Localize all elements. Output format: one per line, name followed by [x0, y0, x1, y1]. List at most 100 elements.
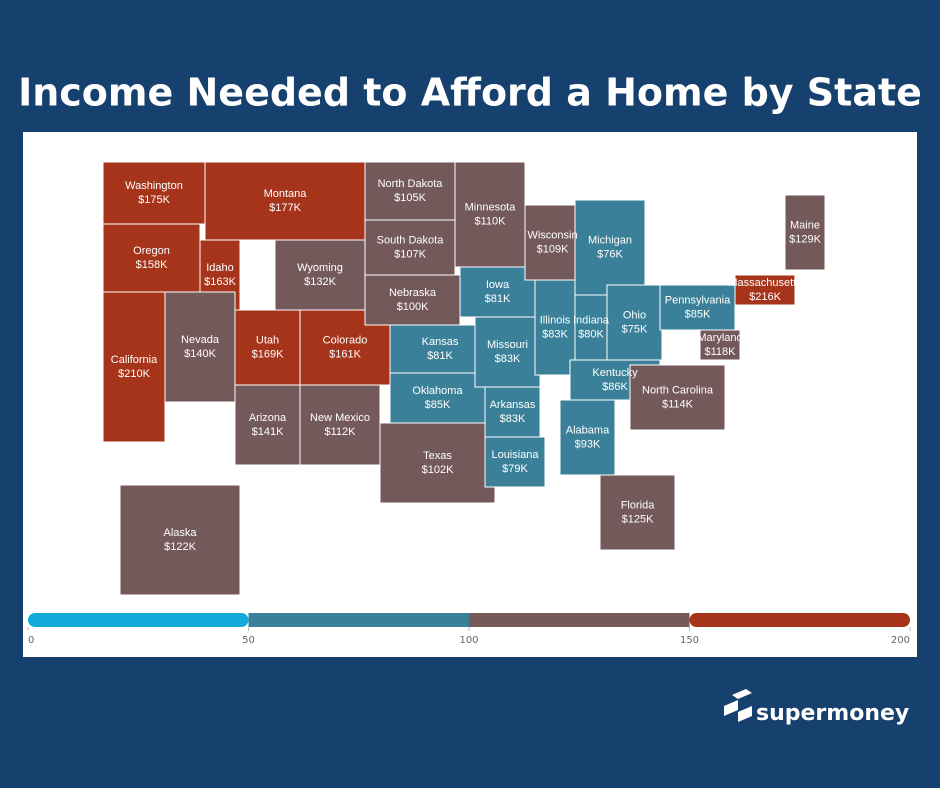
state-name: California: [111, 354, 158, 366]
state-value: $76K: [597, 248, 623, 260]
logo-icon: [724, 689, 752, 722]
state: [364, 161, 456, 221]
state: [234, 384, 301, 466]
state-name: Maine: [790, 219, 820, 231]
state-name: Arizona: [249, 412, 287, 424]
state-value: $83K: [500, 413, 526, 425]
state-name: Arkansas: [490, 399, 536, 411]
state-value: $161K: [329, 348, 361, 360]
state: [454, 161, 526, 268]
state-value: $93K: [575, 438, 601, 450]
title: Income Needed to Afford a Home by State: [18, 71, 922, 115]
states: Washington $175K Oregon $158K California $210…: [102, 161, 826, 596]
state-name: Nebraska: [389, 287, 437, 299]
state-name: Iowa: [486, 279, 510, 291]
state-value: $118K: [705, 346, 737, 358]
legend-segment: [689, 613, 910, 627]
legend-tick-label: 150: [680, 635, 699, 646]
state-value: $132K: [304, 276, 336, 288]
state: [299, 384, 381, 466]
state-value: $140K: [184, 348, 216, 360]
state-value: $158K: [136, 259, 168, 271]
state-value: $83K: [495, 353, 521, 365]
legend-tick-label: 50: [242, 635, 255, 646]
legend-segment: [248, 613, 469, 627]
state: [474, 316, 541, 388]
state-name: Oklahoma: [412, 385, 463, 397]
state-name: Oregon: [133, 245, 170, 257]
state-name: Maryland: [697, 332, 742, 344]
state-value: $85K: [425, 399, 451, 411]
state-value: $114K: [662, 398, 694, 410]
legend-tick-label: 200: [891, 635, 910, 646]
state-value: $141K: [252, 426, 284, 438]
state-value: $100K: [397, 301, 429, 313]
state-name: South Dakota: [377, 234, 445, 246]
state: [784, 194, 826, 271]
state: [364, 219, 456, 276]
state-name: Florida: [621, 499, 656, 511]
state-name: Ohio: [623, 309, 646, 321]
state: [484, 386, 541, 438]
state-value: $110K: [475, 215, 507, 227]
legend-segment: [469, 613, 690, 627]
state-name: Nevada: [181, 334, 220, 346]
state: [102, 291, 166, 443]
state-value: $81K: [427, 350, 453, 362]
state-value: $105K: [394, 192, 426, 204]
state-value: $83K: [542, 328, 568, 340]
state: [379, 422, 496, 504]
state-name: Indiana: [573, 314, 610, 326]
state-name: Idaho: [206, 262, 234, 274]
state-value: $86K: [602, 381, 628, 393]
state: [164, 291, 236, 403]
state: [524, 204, 581, 281]
legend-tick-label: 0: [28, 635, 34, 646]
state-value: $122K: [164, 541, 196, 553]
state-name: North Dakota: [378, 178, 444, 190]
state: [559, 399, 616, 476]
state: [484, 436, 546, 488]
state: [629, 364, 726, 431]
state-name: Kansas: [422, 336, 459, 348]
state-name: Colorado: [323, 334, 368, 346]
state-name: Alaska: [163, 527, 197, 539]
state-name: Pennsylvania: [665, 294, 731, 306]
state-name: Missouri: [487, 339, 528, 351]
state: [734, 274, 796, 306]
state: [534, 279, 576, 376]
state-value: $107K: [394, 248, 426, 260]
legend: 0 50 100 150 200: [27, 613, 911, 646]
legend-tick-label: 100: [459, 635, 478, 646]
state-value: $216K: [749, 291, 781, 303]
state-name: Louisiana: [491, 449, 539, 461]
state: [599, 474, 676, 551]
state: [574, 294, 608, 361]
state: [699, 329, 741, 361]
state: [102, 161, 206, 225]
state-value: $85K: [685, 308, 711, 320]
state-value: $102K: [422, 464, 454, 476]
state-value: $175K: [138, 194, 170, 206]
state-name: Wyoming: [297, 262, 343, 274]
state-name: Illinois: [540, 314, 571, 326]
state: [459, 266, 536, 318]
state-name: Texas: [423, 450, 452, 462]
state: [119, 484, 241, 596]
state: [102, 223, 201, 293]
state: [389, 372, 486, 424]
state: [234, 309, 301, 386]
state-value: $81K: [485, 293, 511, 305]
state: [659, 284, 736, 331]
brand-logo: supermoney: [724, 689, 909, 726]
state: [389, 324, 491, 374]
state-name: Minnesota: [465, 201, 517, 213]
state-name: Wisconsin: [527, 229, 577, 241]
state-value: $80K: [578, 328, 604, 340]
state-name: North Carolina: [642, 384, 714, 396]
state-value: $163K: [204, 276, 236, 288]
state: [364, 274, 461, 326]
state-value: $125K: [622, 513, 654, 525]
